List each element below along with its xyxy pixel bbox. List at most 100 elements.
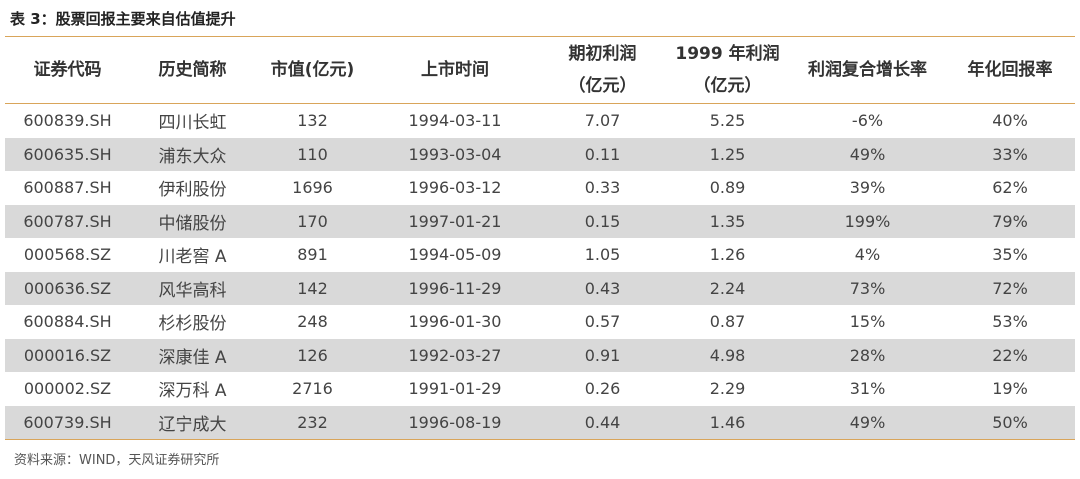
cell-stock-name: 杉杉股份 — [158, 314, 227, 335]
cell-annualized-return: 40% — [992, 111, 1028, 131]
cell-profit-cagr: 49% — [849, 144, 886, 164]
header-label: 市值(亿元) — [270, 60, 355, 80]
cell-profit-cagr: 28% — [849, 345, 886, 365]
cell-market-cap: 232 — [297, 412, 328, 432]
cell-initial-profit: 0.33 — [584, 178, 621, 198]
cell-1999-profit: 0.87 — [709, 312, 746, 332]
cell-initial-profit: 0.44 — [584, 412, 621, 432]
cell-listing-date: 1996-08-19 — [408, 412, 502, 432]
table-row: 000636.SZ 风华高科 142 1996-11-29 0.43 2.24 73% 72% — [5, 271, 1075, 305]
cell-market-cap: 1696 — [292, 178, 333, 198]
cell-initial-profit: 0.91 — [584, 345, 621, 365]
cell-market-cap: 170 — [297, 211, 328, 231]
table-row: 600884.SH 杉杉股份 248 1996-01-30 0.57 0.87 15% 53% — [5, 305, 1075, 339]
header-label: 1999 年利润 — [675, 44, 780, 64]
cell-initial-profit: 0.43 — [584, 278, 621, 298]
cell-profit-cagr: 199% — [844, 211, 891, 231]
cell-initial-profit: 0.15 — [584, 211, 621, 231]
cell-stock-code: 000016.SZ — [23, 345, 112, 365]
table-row: 000002.SZ 深万科 A 2716 1991-01-29 0.26 2.29 31% 1… — [5, 372, 1075, 406]
cell-profit-cagr: 49% — [849, 412, 886, 432]
header-label: 利润复合增长率 — [808, 60, 927, 80]
cell-1999-profit: 5.25 — [709, 111, 746, 131]
cell-profit-cagr: 73% — [849, 278, 886, 298]
cell-annualized-return: 35% — [992, 245, 1028, 265]
table-header: 证券代码 历史简称 市值(亿元) 上市时间 期初利润 （亿元） 1999 年利润… — [5, 37, 1075, 103]
header-label: 期初利润 — [568, 44, 637, 64]
bottom-rule — [5, 439, 1075, 440]
cell-stock-code: 600839.SH — [23, 111, 112, 131]
table-row: 000568.SZ 川老窖 A 891 1994-05-09 1.05 1.26 4% 35% — [5, 238, 1075, 272]
cell-profit-cagr: 4% — [854, 245, 881, 265]
header-rule — [5, 103, 1075, 104]
cell-annualized-return: 33% — [992, 144, 1028, 164]
cell-annualized-return: 79% — [992, 211, 1028, 231]
cell-stock-name: 浦东大众 — [158, 146, 227, 167]
header-unit: （亿元） — [693, 76, 762, 96]
cell-listing-date: 1996-03-12 — [408, 178, 502, 198]
header-label: 历史简称 — [158, 60, 227, 80]
cell-annualized-return: 53% — [992, 312, 1028, 332]
cell-listing-date: 1997-01-21 — [408, 211, 502, 231]
cell-market-cap: 248 — [297, 312, 328, 332]
cell-stock-code: 600884.SH — [23, 312, 112, 332]
cell-stock-name: 深康佳 A — [158, 347, 227, 368]
cell-stock-code: 000568.SZ — [23, 245, 112, 265]
cell-market-cap: 142 — [297, 278, 328, 298]
cell-stock-name: 川老窖 A — [158, 247, 227, 268]
cell-listing-date: 1993-03-04 — [408, 144, 502, 164]
cell-1999-profit: 1.25 — [709, 144, 746, 164]
cell-annualized-return: 62% — [992, 178, 1028, 198]
cell-market-cap: 126 — [297, 345, 328, 365]
header-profit-cagr: 利润复合增长率 — [790, 37, 945, 103]
cell-profit-cagr: 31% — [849, 379, 886, 399]
cell-market-cap: 110 — [297, 144, 328, 164]
header-listing-date: 上市时间 — [370, 37, 540, 103]
cell-listing-date: 1992-03-27 — [408, 345, 502, 365]
top-rule — [5, 36, 1075, 37]
cell-annualized-return: 19% — [992, 379, 1028, 399]
table-row: 600887.SH 伊利股份 1696 1996-03-12 0.33 0.89 39% 62… — [5, 171, 1075, 205]
header-1999-profit: 1999 年利润 （亿元） — [665, 37, 790, 103]
cell-listing-date: 1996-01-30 — [408, 312, 502, 332]
table-title: 表 3：股票回报主要来自估值提升 — [10, 10, 236, 28]
cell-annualized-return: 72% — [992, 278, 1028, 298]
cell-stock-code: 600635.SH — [23, 144, 112, 164]
cell-stock-name: 风华高科 — [158, 280, 227, 301]
header-label: 年化回报率 — [967, 60, 1053, 80]
table-row: 600739.SH 辽宁成大 232 1996-08-19 0.44 1.46 49% 50% — [5, 405, 1075, 439]
cell-market-cap: 132 — [297, 111, 328, 131]
cell-stock-code: 000636.SZ — [23, 278, 112, 298]
cell-profit-cagr: -6% — [851, 111, 884, 131]
cell-1999-profit: 1.26 — [709, 245, 746, 265]
table-row: 600635.SH 浦东大众 110 1993-03-04 0.11 1.25 49% 33% — [5, 137, 1075, 171]
cell-1999-profit: 2.29 — [709, 379, 746, 399]
cell-market-cap: 891 — [297, 245, 328, 265]
cell-initial-profit: 0.11 — [584, 144, 621, 164]
cell-listing-date: 1996-11-29 — [408, 278, 502, 298]
cell-initial-profit: 0.57 — [584, 312, 621, 332]
cell-1999-profit: 1.46 — [709, 412, 746, 432]
table-body: 600839.SH 四川长虹 132 1994-03-11 7.07 5.25 -6% 40%… — [5, 104, 1075, 439]
header-initial-profit: 期初利润 （亿元） — [540, 37, 665, 103]
cell-stock-name: 四川长虹 — [158, 113, 227, 134]
cell-initial-profit: 1.05 — [584, 245, 621, 265]
source-note: 资料来源：WIND，天风证券研究所 — [14, 453, 220, 468]
table-row: 600787.SH 中储股份 170 1997-01-21 0.15 1.35 199% 79… — [5, 204, 1075, 238]
table-row: 600839.SH 四川长虹 132 1994-03-11 7.07 5.25 -6% 40% — [5, 104, 1075, 138]
cell-stock-code: 600787.SH — [23, 211, 112, 231]
cell-stock-name: 伊利股份 — [158, 180, 227, 201]
cell-listing-date: 1994-03-11 — [408, 111, 502, 131]
cell-profit-cagr: 15% — [849, 312, 886, 332]
cell-profit-cagr: 39% — [849, 178, 886, 198]
cell-listing-date: 1991-01-29 — [408, 379, 502, 399]
cell-stock-code: 000002.SZ — [23, 379, 112, 399]
cell-stock-code: 600887.SH — [23, 178, 112, 198]
cell-1999-profit: 2.24 — [709, 278, 746, 298]
cell-initial-profit: 7.07 — [584, 111, 621, 131]
cell-initial-profit: 0.26 — [584, 379, 621, 399]
cell-annualized-return: 50% — [992, 412, 1028, 432]
header-label: 证券代码 — [33, 60, 102, 80]
header-historical-name: 历史简称 — [130, 37, 255, 103]
cell-stock-name: 辽宁成大 — [158, 414, 227, 435]
